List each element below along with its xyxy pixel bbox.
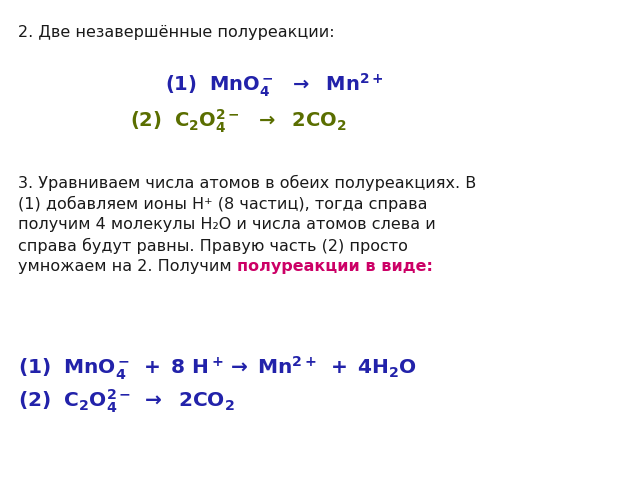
Text: справа будут равны. Правую часть (2) просто: справа будут равны. Правую часть (2) про…	[18, 238, 408, 254]
Text: 2. Две незавершённые полуреакции:: 2. Две незавершённые полуреакции:	[18, 25, 335, 40]
Text: умножаем на 2. Получим: умножаем на 2. Получим	[18, 259, 237, 274]
Text: $\mathbf{(1)\ \ MnO_4^-\ +\ 8\ H^+{\rightarrow}\ Mn^{2+}\ +\ 4H_2O}$: $\mathbf{(1)\ \ MnO_4^-\ +\ 8\ H^+{\righ…	[18, 355, 417, 383]
Text: $\mathbf{(2)\ \ C_2O_4^{2-}\ \ \rightarrow\ \ 2CO_2}$: $\mathbf{(2)\ \ C_2O_4^{2-}\ \ \rightarr…	[130, 108, 346, 135]
Text: (1) добавляем ионы Н⁺ (8 частиц), тогда справа: (1) добавляем ионы Н⁺ (8 частиц), тогда …	[18, 196, 428, 212]
Text: 3. Уравниваем числа атомов в обеих полуреакциях. В: 3. Уравниваем числа атомов в обеих полур…	[18, 175, 476, 191]
Text: $\mathbf{(2)\ \ C_2O_4^{2-}\ \rightarrow\ \ 2CO_2}$: $\mathbf{(2)\ \ C_2O_4^{2-}\ \rightarrow…	[18, 388, 235, 415]
Text: получим 4 молекулы Н₂О и числа атомов слева и: получим 4 молекулы Н₂О и числа атомов сл…	[18, 217, 436, 232]
Text: полуреакции в виде:: полуреакции в виде:	[237, 259, 433, 274]
Text: $\mathbf{(1)\ \ MnO_4^-\ \ \rightarrow\ \ Mn^{2+}}$: $\mathbf{(1)\ \ MnO_4^-\ \ \rightarrow\ …	[165, 72, 383, 99]
